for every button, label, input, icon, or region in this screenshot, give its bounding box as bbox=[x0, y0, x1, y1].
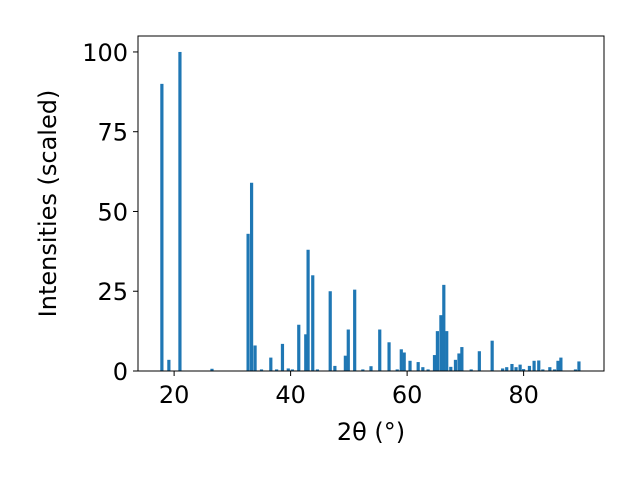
bar bbox=[280, 343, 285, 371]
bar bbox=[518, 364, 522, 371]
bar bbox=[328, 291, 332, 371]
bar bbox=[160, 83, 164, 372]
x-tick-label: 20 bbox=[159, 381, 190, 409]
bar bbox=[552, 369, 557, 371]
bar bbox=[457, 353, 461, 371]
bar bbox=[435, 331, 439, 371]
bar bbox=[253, 345, 257, 371]
bar bbox=[361, 369, 365, 371]
bar bbox=[556, 360, 560, 371]
bar bbox=[395, 369, 399, 371]
bar bbox=[269, 357, 273, 371]
bar bbox=[246, 233, 250, 371]
bar bbox=[353, 289, 357, 371]
bar bbox=[505, 367, 509, 371]
bar bbox=[541, 369, 545, 371]
bar bbox=[290, 369, 294, 371]
x-tick-label: 60 bbox=[392, 381, 423, 409]
bar bbox=[259, 369, 264, 371]
y-tick-label: 50 bbox=[97, 198, 128, 226]
y-tick-label: 0 bbox=[113, 358, 128, 386]
bar-series bbox=[160, 51, 581, 372]
bar bbox=[369, 366, 373, 371]
bar bbox=[275, 369, 279, 371]
bar bbox=[573, 369, 578, 371]
bar bbox=[527, 365, 532, 371]
bar bbox=[490, 340, 494, 371]
bar bbox=[469, 369, 473, 371]
bar bbox=[416, 362, 420, 371]
x-tick-label: 40 bbox=[275, 381, 306, 409]
y-axis-label: Intensities (scaled) bbox=[34, 90, 62, 318]
bar bbox=[537, 360, 541, 371]
bar bbox=[449, 366, 453, 371]
plot-frame bbox=[137, 35, 605, 372]
axis-ticks: 20 40 60 80 0 25 50 75 100 bbox=[82, 39, 539, 409]
bar bbox=[286, 368, 290, 371]
bar bbox=[453, 359, 458, 371]
bar bbox=[402, 352, 406, 371]
bar bbox=[343, 355, 347, 371]
bar bbox=[249, 182, 254, 371]
bar bbox=[577, 361, 581, 371]
bar bbox=[210, 368, 214, 371]
bar bbox=[514, 367, 518, 371]
bar bbox=[346, 329, 350, 371]
bar bbox=[304, 334, 308, 371]
bar bbox=[315, 369, 320, 371]
bar bbox=[501, 368, 505, 371]
bar bbox=[387, 342, 391, 371]
bar bbox=[548, 367, 552, 371]
bar bbox=[408, 360, 412, 371]
bar bbox=[432, 355, 437, 371]
x-tick-label: 80 bbox=[508, 381, 539, 409]
bar bbox=[167, 359, 171, 371]
bar bbox=[297, 324, 301, 371]
bar bbox=[421, 367, 425, 371]
bar bbox=[333, 365, 337, 371]
bar bbox=[426, 369, 430, 371]
bar bbox=[311, 275, 315, 371]
bar bbox=[445, 331, 449, 371]
bar bbox=[439, 315, 443, 371]
bar bbox=[477, 351, 481, 371]
bar bbox=[306, 249, 310, 371]
bar bbox=[442, 284, 446, 371]
x-axis-label: 2θ (°) bbox=[337, 418, 405, 446]
y-tick-label: 75 bbox=[97, 119, 128, 147]
bar bbox=[399, 349, 403, 371]
y-tick-label: 25 bbox=[97, 278, 128, 306]
bar bbox=[522, 369, 526, 371]
bar bbox=[178, 51, 182, 371]
bar bbox=[378, 329, 382, 371]
bar bbox=[532, 360, 536, 371]
bar bbox=[460, 347, 464, 371]
bar bbox=[510, 363, 514, 371]
bar bbox=[559, 357, 563, 371]
y-tick-label: 100 bbox=[82, 39, 128, 67]
